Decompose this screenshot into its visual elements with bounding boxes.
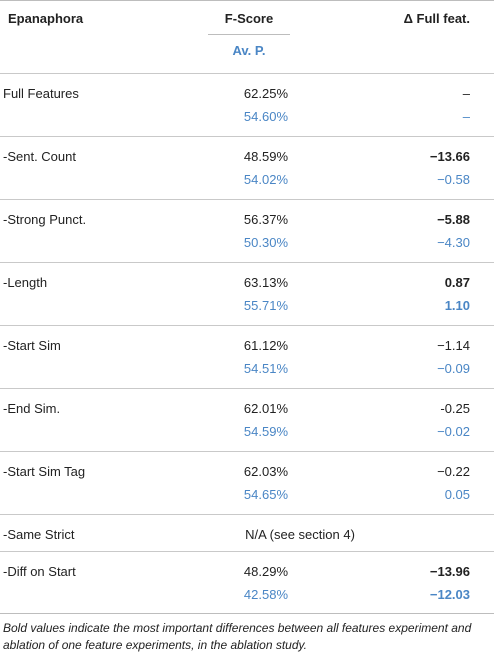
row-feature: -Same Strict — [3, 527, 75, 542]
table-row: -Start Sim Tag 62.03% 54.65% −0.22 0.05 — [0, 452, 494, 514]
row-delta-f-score: −5.88 — [437, 212, 470, 227]
row-f-score: 62.01% — [243, 401, 288, 416]
header-av-p: Av. P. — [232, 43, 266, 58]
row-delta-av-p: −12.03 — [429, 587, 470, 602]
row-na-note: N/A (see section 4) — [245, 527, 355, 542]
row-av-p: 50.30% — [243, 235, 288, 250]
row-f-score: 63.13% — [243, 275, 288, 290]
row-feature: -End Sim. — [3, 401, 61, 416]
row-divider — [0, 388, 494, 389]
row-divider — [0, 551, 494, 552]
row-delta-f-score: −1.14 — [437, 338, 470, 353]
row-feature: -Start Sim Tag — [3, 464, 86, 479]
row-av-p: 42.58% — [243, 587, 288, 602]
table-top-rule — [0, 0, 494, 1]
row-divider — [0, 262, 494, 263]
row-feature: -Strong Punct. — [3, 212, 87, 227]
row-divider — [0, 451, 494, 452]
row-delta-av-p: −4.30 — [437, 235, 470, 250]
row-feature: -Sent. Count — [3, 149, 76, 164]
table-footnote: Bold values indicate the most important … — [3, 621, 472, 652]
row-divider — [0, 136, 494, 137]
row-delta-f-score: −13.96 — [429, 564, 470, 579]
table-row: -Length 63.13% 55.71% 0.87 1.10 — [0, 263, 494, 325]
row-delta-f-score: −0.22 — [437, 464, 470, 479]
row-f-score: 62.03% — [243, 464, 288, 479]
row-delta-f-score: −13.66 — [429, 149, 470, 164]
row-delta-f-score: -0.25 — [440, 401, 470, 416]
row-divider — [0, 514, 494, 515]
row-divider — [0, 199, 494, 200]
row-av-p: 54.59% — [243, 424, 288, 439]
row-delta-av-p: 1.10 — [444, 298, 470, 313]
row-delta-f-score: – — [462, 86, 470, 101]
header-rule — [0, 73, 494, 74]
table-row: Full Features 62.25% 54.60% – – — [0, 74, 494, 136]
row-f-score: 48.29% — [243, 564, 288, 579]
table-row: -Strong Punct. 56.37% 50.30% −5.88 −4.30 — [0, 200, 494, 262]
row-av-p: 55.71% — [243, 298, 288, 313]
row-delta-av-p: – — [462, 109, 470, 124]
table-row: -Sent. Count 48.59% 54.02% −13.66 −0.58 — [0, 137, 494, 199]
row-delta-av-p: 0.05 — [444, 487, 470, 502]
row-feature: -Diff on Start — [3, 564, 76, 579]
table-bottom-rule — [0, 613, 494, 614]
row-feature: -Length — [3, 275, 48, 290]
row-delta-av-p: −0.09 — [437, 361, 470, 376]
row-av-p: 54.02% — [243, 172, 288, 187]
row-av-p: 54.65% — [243, 487, 288, 502]
table-row: -Start Sim 61.12% 54.51% −1.14 −0.09 — [0, 326, 494, 388]
row-delta-av-p: −0.58 — [437, 172, 470, 187]
row-f-score: 48.59% — [243, 149, 288, 164]
table-header: Epanaphora F-Score Av. P. Δ Full feat. — [0, 0, 494, 73]
table-row: -Same Strict N/A (see section 4) — [0, 515, 494, 551]
header-sub-rule — [208, 34, 290, 35]
row-av-p: 54.51% — [243, 361, 288, 376]
row-f-score: 56.37% — [243, 212, 288, 227]
table-row: -End Sim. 62.01% 54.59% -0.25 −0.02 — [0, 389, 494, 451]
header-delta-full-feat: Δ Full feat. — [403, 11, 470, 26]
header-f-score: F-Score — [224, 11, 274, 26]
row-f-score: 61.12% — [243, 338, 288, 353]
row-feature: Full Features — [3, 86, 79, 101]
row-delta-f-score: 0.87 — [444, 275, 470, 290]
row-f-score: 62.25% — [243, 86, 288, 101]
row-divider — [0, 325, 494, 326]
row-feature: -Start Sim — [3, 338, 61, 353]
row-av-p: 54.60% — [243, 109, 288, 124]
row-delta-av-p: −0.02 — [437, 424, 470, 439]
table-row: -Diff on Start 48.29% 42.58% −13.96 −12.… — [0, 552, 494, 613]
header-epanaphora: Epanaphora — [8, 11, 84, 26]
